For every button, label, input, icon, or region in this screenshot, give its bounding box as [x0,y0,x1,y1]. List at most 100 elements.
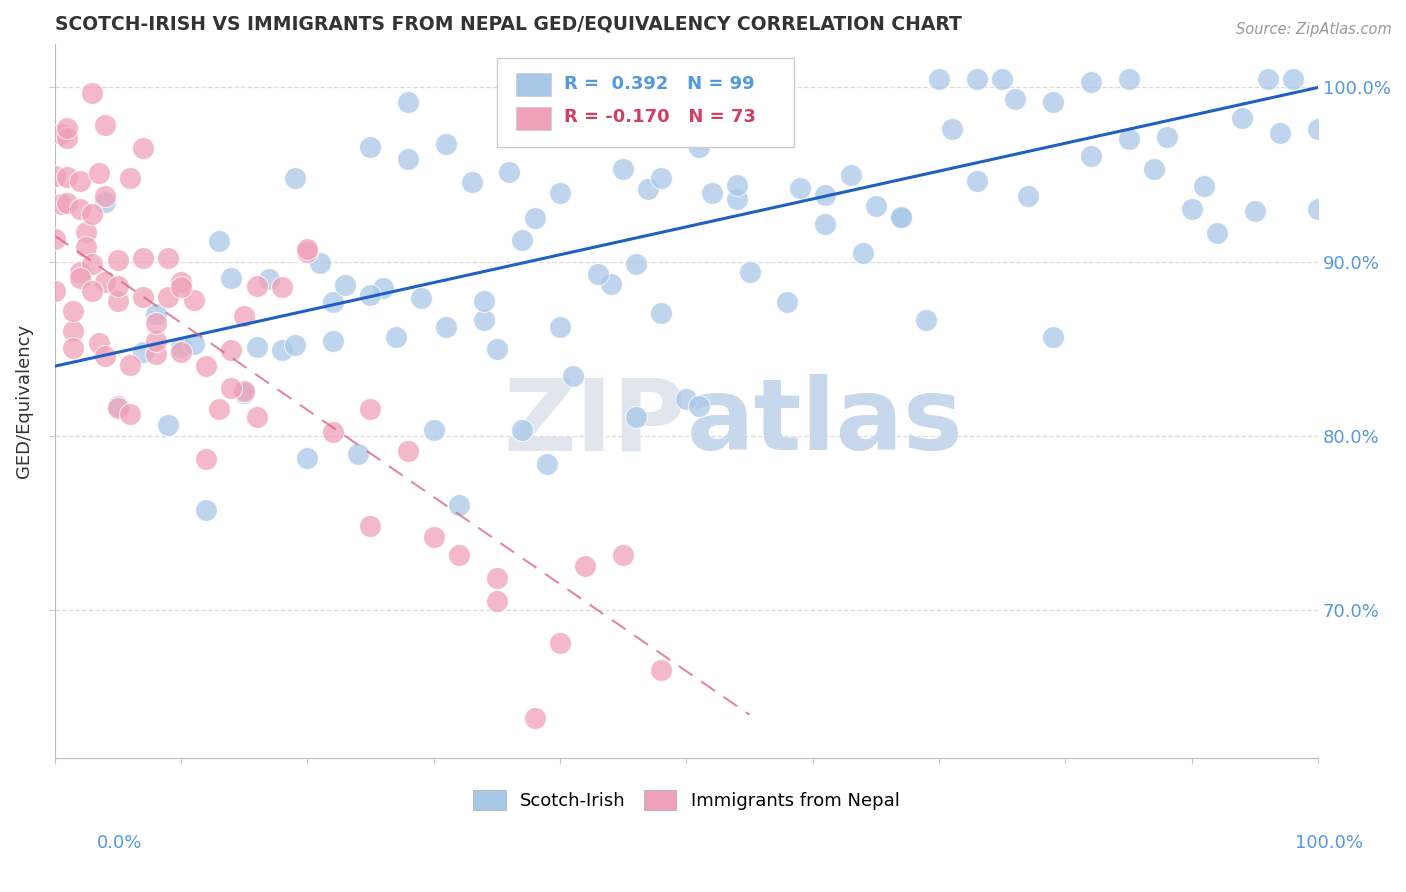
Point [82,284,104,298]
Point [208,401,231,416]
Point [75,226,97,240]
Point [637,182,659,196]
Point [359,402,381,417]
Point [1257,71,1279,86]
Point [396,444,419,458]
Point [814,188,837,202]
Point [422,423,444,437]
Text: ZIP: ZIP [503,374,686,471]
Point [472,313,495,327]
Point [208,234,231,248]
Point [789,180,811,194]
Point [94,194,117,209]
Point [284,171,307,186]
Point [170,280,193,294]
Point [396,95,419,110]
Point [145,317,167,331]
Point [1194,178,1216,193]
Point [120,171,142,186]
Y-axis label: GED/Equivalency: GED/Equivalency [15,324,32,478]
Bar [516,107,551,129]
Point [44,232,66,246]
Point [44,169,66,184]
Bar [516,73,551,96]
Text: R = -0.170   N = 73: R = -0.170 N = 73 [564,109,755,127]
Text: atlas: atlas [686,374,963,471]
Point [460,175,482,189]
Point [725,178,748,192]
Point [69,271,91,285]
Point [700,186,723,201]
Point [574,111,596,125]
Point [991,71,1014,86]
Point [44,285,66,299]
Point [107,278,129,293]
Point [738,265,761,279]
Point [966,173,988,187]
Point [498,165,520,179]
Point [1118,132,1140,146]
Point [69,174,91,188]
Point [865,199,887,213]
Point [107,293,129,308]
Point [132,290,155,304]
Point [612,549,634,563]
Point [1156,129,1178,144]
Point [195,451,218,466]
Point [409,292,432,306]
Point [599,277,621,291]
Point [49,128,72,142]
Point [548,319,571,334]
Point [688,399,710,413]
Point [56,195,79,210]
Point [157,418,180,433]
Point [75,240,97,254]
Point [309,256,332,270]
Point [624,410,647,425]
Point [485,594,508,608]
Point [586,267,609,281]
Point [548,186,571,200]
Point [271,343,294,357]
Point [56,169,79,184]
Point [650,171,672,186]
Point [650,663,672,677]
Point [1206,226,1229,240]
Point [82,257,104,271]
Point [56,121,79,136]
Text: Source: ZipAtlas.com: Source: ZipAtlas.com [1236,22,1392,37]
FancyBboxPatch shape [496,58,794,147]
Point [322,334,344,348]
Point [839,168,862,182]
Point [195,359,218,374]
Point [183,337,205,351]
Point [107,253,129,268]
Point [359,140,381,154]
Point [447,549,470,563]
Point [62,303,84,318]
Point [221,381,243,395]
Point [322,294,344,309]
Point [548,636,571,650]
Point [69,265,91,279]
Point [713,71,735,86]
Point [132,251,155,265]
Point [890,210,912,224]
Point [246,409,269,424]
Legend: Scotch-Irish, Immigrants from Nepal: Scotch-Irish, Immigrants from Nepal [465,783,907,817]
Point [87,166,110,180]
Point [195,502,218,516]
Point [132,345,155,359]
Point [87,336,110,351]
Point [1308,122,1330,136]
Point [346,447,368,461]
Point [650,306,672,320]
Point [94,349,117,363]
Point [259,272,281,286]
Point [510,423,533,437]
Point [1042,95,1064,109]
Text: R =  0.392   N = 99: R = 0.392 N = 99 [564,75,755,93]
Point [1244,203,1267,218]
Point [157,252,180,266]
Point [776,294,799,309]
